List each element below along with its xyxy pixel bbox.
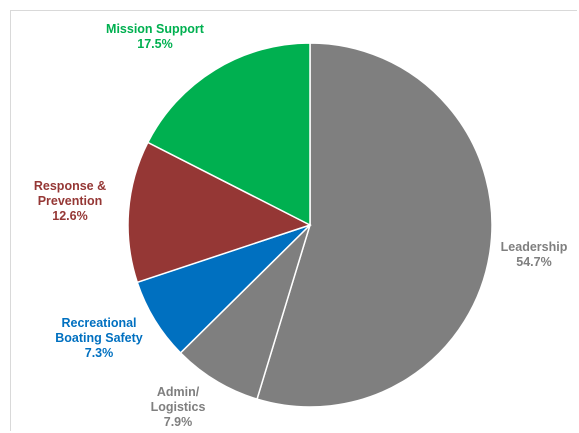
- slice-value: 17.5%: [137, 37, 173, 51]
- slice-name: Recreational Boating Safety: [55, 316, 143, 345]
- chart-frame: [10, 10, 577, 431]
- slice-value: 7.9%: [163, 415, 193, 429]
- slice-label-recreational-boating-safety: Recreational Boating Safety 7.3%: [40, 316, 158, 361]
- pie-slice-leadership: [256, 42, 493, 408]
- slice-value: 7.3%: [84, 346, 114, 360]
- slice-value: 12.6%: [52, 209, 88, 223]
- pie-slice-mission-support: [146, 42, 311, 227]
- slice-name: Leadership: [500, 240, 568, 254]
- slice-label-leadership: Leadership 54.7%: [488, 240, 579, 270]
- slice-name: Admin/ Logistics: [150, 385, 206, 414]
- pie-slice-admin-logistics: [179, 224, 311, 401]
- pie-slice-response-prevention: [127, 141, 312, 284]
- slice-name: Mission Support: [106, 22, 204, 36]
- slice-label-admin-logistics: Admin/ Logistics 7.9%: [138, 385, 218, 430]
- slice-name: Response & Prevention: [33, 179, 107, 208]
- slice-label-response-prevention: Response & Prevention 12.6%: [20, 179, 120, 224]
- slice-value: 54.7%: [516, 255, 552, 269]
- slice-label-mission-support: Mission Support 17.5%: [90, 22, 220, 52]
